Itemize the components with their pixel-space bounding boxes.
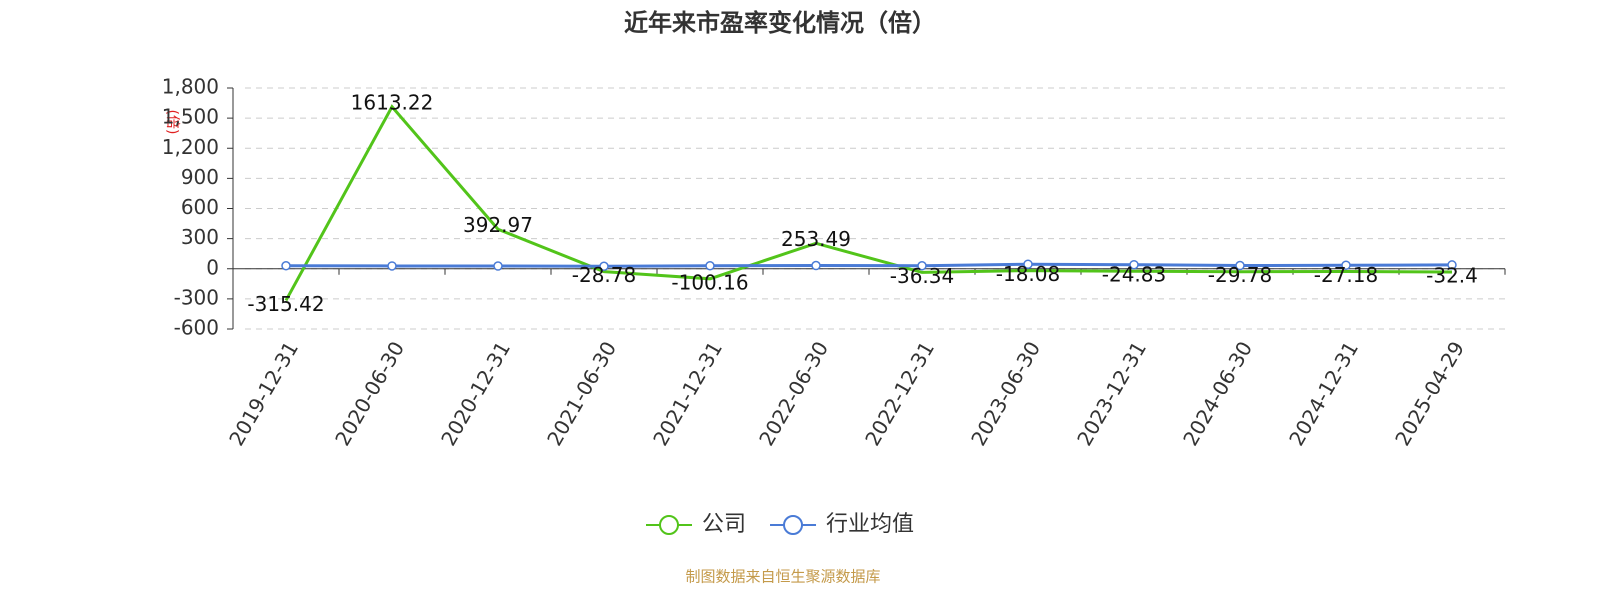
data-label: -24.83 (1102, 263, 1166, 287)
data-label: -28.78 (572, 263, 636, 287)
data-point (387, 261, 397, 271)
x-tick-label: 2024-06-30 (1178, 337, 1257, 450)
data-point (1341, 260, 1351, 270)
data-label: -315.42 (247, 292, 324, 316)
source-note: 制图数据来自恒生聚源数据库 (685, 568, 880, 586)
x-tick-label: 2020-12-31 (436, 337, 515, 450)
x-tick-label: 2023-12-31 (1072, 337, 1151, 450)
data-label: 253.49 (781, 227, 851, 251)
x-tick-label: 2019-12-31 (224, 337, 303, 450)
y-tick-label: 600 (181, 195, 219, 219)
x-tick-label: 2021-06-30 (542, 337, 621, 450)
data-point (1235, 260, 1245, 271)
data-point (493, 261, 503, 271)
data-label: -36.34 (890, 264, 954, 288)
y-tick-label: -600 (174, 316, 219, 340)
legend-item: 行业均值 (770, 512, 914, 537)
x-tick-label: 2025-04-29 (1390, 337, 1469, 450)
legend-label: 公司 (702, 512, 746, 537)
y-axis-label: (倍) (164, 110, 180, 135)
data-point (1023, 259, 1033, 269)
x-tick-label: 2022-06-30 (754, 337, 833, 450)
series-line (284, 104, 1453, 302)
data-label: 1613.22 (351, 90, 434, 114)
legend-item: 公司 (646, 512, 746, 537)
data-label: -18.08 (996, 262, 1060, 286)
data-label: -29.78 (1208, 263, 1272, 287)
series-line (285, 262, 1453, 268)
legend-marker (783, 515, 804, 535)
chart-title: 近年来市盈率变化情况（倍） (624, 9, 936, 37)
data-label: -32.4 (1426, 264, 1478, 288)
y-tick-label: 1,500 (162, 105, 219, 129)
data-point (705, 260, 715, 271)
x-tick-label: 2023-06-30 (966, 337, 1045, 450)
data-label: 392.97 (463, 213, 533, 237)
y-tick-label: 1,800 (162, 75, 219, 99)
x-tick-label: 2021-12-31 (648, 337, 727, 450)
data-point (1447, 260, 1457, 270)
legend-label: 行业均值 (826, 512, 914, 537)
y-tick-label: 900 (181, 165, 219, 189)
y-tick-label: 1,200 (162, 135, 219, 159)
x-tick-label: 2022-12-31 (860, 337, 939, 450)
data-label: -100.16 (671, 270, 748, 294)
data-point (599, 261, 609, 271)
data-label: -27.18 (1314, 263, 1378, 287)
data-point (281, 260, 291, 271)
y-tick-label: -300 (174, 285, 219, 309)
legend-marker (659, 515, 679, 535)
data-point (917, 260, 927, 271)
y-tick-label: 0 (206, 255, 219, 279)
data-point (1129, 259, 1139, 270)
y-tick-label: 300 (181, 225, 219, 249)
x-tick-label: 2020-06-30 (330, 337, 409, 450)
data-point (811, 260, 821, 271)
x-tick-label: 2024-12-31 (1284, 337, 1363, 450)
